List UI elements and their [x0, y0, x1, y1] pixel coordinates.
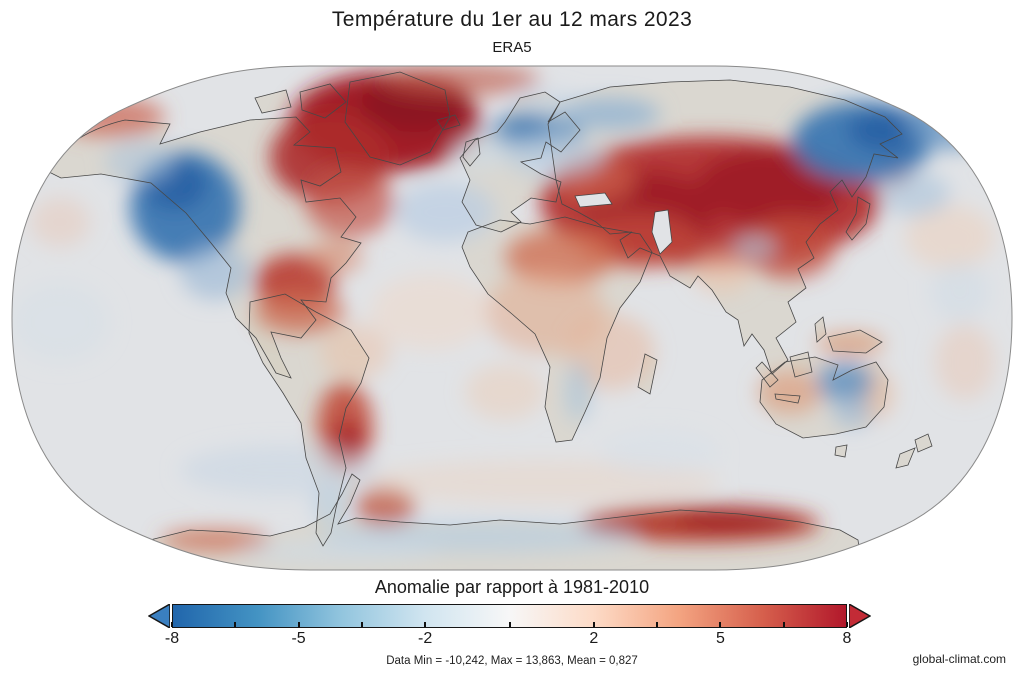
coastline-caspian-sea	[651, 209, 673, 255]
anomaly-blob	[320, 324, 390, 380]
colorbar-right-arrow	[849, 604, 871, 628]
anomaly-blob	[935, 324, 995, 400]
anomaly-blob	[733, 236, 777, 258]
anomaly-blob	[255, 290, 345, 334]
figure-subtitle: ERA5	[492, 39, 532, 56]
anomaly-blob	[380, 66, 540, 96]
anomaly-blob	[305, 167, 395, 237]
anomaly-blob	[160, 529, 270, 551]
anomaly-blob	[240, 542, 440, 562]
anomaly-blob	[500, 113, 548, 135]
anomaly-blob	[745, 215, 835, 279]
colorbar-tick-label: 2	[589, 630, 599, 647]
colorbar-tick-label: 5	[715, 630, 725, 647]
anomaly-blob	[105, 140, 175, 184]
anomaly-blob	[12, 282, 110, 362]
anomaly-blob	[905, 205, 995, 269]
right-arrow-shape	[849, 604, 871, 628]
colorbar-minor-tick	[234, 622, 237, 627]
colorbar-minor-tick	[508, 622, 511, 627]
figure-title: Température du 1er au 12 mars 2023	[331, 8, 693, 31]
colorbar-major-tick	[719, 622, 722, 627]
anomaly-blob	[180, 445, 380, 495]
colorbar-major-tick	[171, 622, 173, 627]
anomaly-blob	[510, 90, 580, 114]
colorbar-tick-label: -8	[164, 630, 180, 647]
colorbar-minor-tick	[782, 622, 785, 627]
colorbar-major-tick	[592, 622, 595, 627]
anomaly-blob	[600, 430, 720, 474]
anomaly-blob	[832, 396, 872, 428]
left-arrow-shape	[148, 604, 170, 628]
anomaly-blob	[930, 262, 990, 322]
anomaly-blob	[905, 94, 995, 150]
colorbar-tick-label: 8	[842, 630, 852, 647]
coastline-black-sea	[574, 192, 613, 208]
anomaly-blob	[560, 98, 660, 130]
anomaly-blob	[758, 370, 822, 414]
anomaly-blob	[565, 314, 655, 390]
colorbar-major-tick	[424, 622, 427, 627]
lakes	[574, 192, 673, 255]
colorbar-major-tick	[297, 622, 300, 627]
data-stats-line: Data Min = -10,242, Max = 13,863, Mean =…	[386, 655, 638, 667]
anomaly-blob	[465, 364, 545, 420]
anomaly-blob	[180, 244, 250, 300]
anomaly-blob	[565, 362, 591, 422]
anomaly-blob	[370, 274, 490, 350]
colorbar-left-arrow	[148, 604, 170, 628]
anomaly-blob	[355, 487, 415, 527]
anomaly-blob	[55, 97, 165, 137]
colorbar-minor-tick	[360, 622, 363, 627]
colorbar-minor-tick	[656, 622, 659, 627]
anomaly-blob	[880, 172, 950, 216]
colorbar-caption: Anomalie par rapport à 1981-2010	[374, 577, 650, 597]
world-map	[11, 65, 1013, 571]
anomaly-blob	[692, 250, 752, 294]
anomaly-blob	[817, 362, 873, 402]
anomaly-blob	[30, 197, 90, 247]
anomaly-blob	[307, 239, 363, 275]
anomaly-blob	[395, 182, 495, 242]
source-credit: global-climat.com	[912, 652, 1006, 666]
colorbar-major-tick	[846, 622, 848, 627]
map-outline	[11, 65, 1013, 571]
colorbar-tick-label: -2	[418, 630, 433, 647]
colorbar-tick-label: -5	[291, 630, 306, 647]
anomaly-blob	[695, 149, 845, 225]
anomaly-blob	[675, 509, 795, 531]
